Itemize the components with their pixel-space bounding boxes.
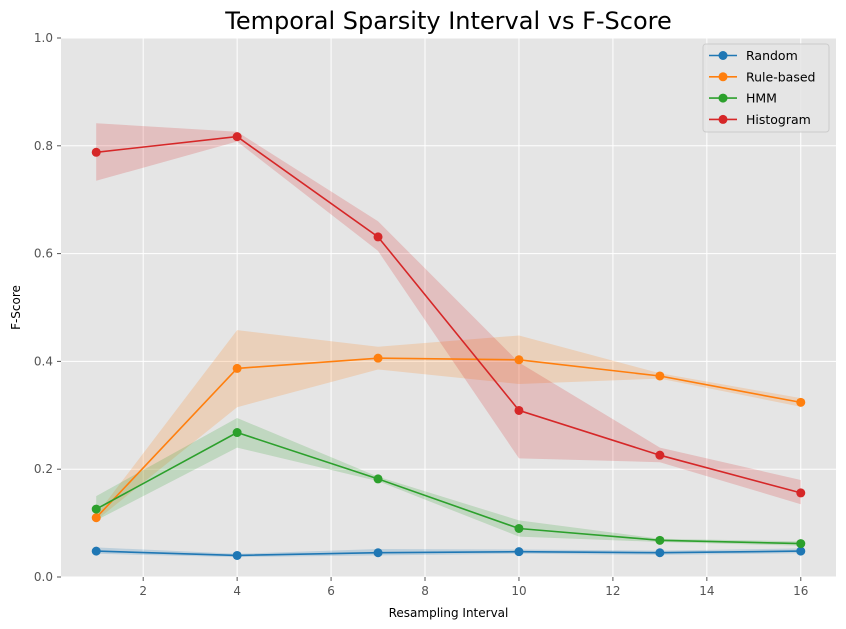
- x-tick-label: 6: [327, 584, 335, 598]
- y-axis-label: F-Score: [9, 285, 23, 330]
- hmm-point: [232, 428, 242, 438]
- x-tick-label: 4: [233, 584, 241, 598]
- random-point: [514, 547, 524, 557]
- legend: Random Rule-based HMM Histogram: [702, 43, 830, 133]
- random-point: [655, 548, 665, 558]
- legend-box: [702, 43, 830, 133]
- random-line: [96, 550, 801, 557]
- hmm-point: [514, 523, 524, 533]
- histogram-point: [232, 132, 242, 142]
- rule-based-point: [655, 371, 665, 381]
- rule-based-point: [91, 513, 101, 523]
- histogram-line: [96, 135, 802, 494]
- series-points: [91, 132, 806, 560]
- y-tick-label: 1.0: [34, 31, 53, 45]
- hmm-legend-marker: [718, 93, 728, 103]
- rule-based-band: [96, 330, 801, 521]
- series-lines: [95, 135, 802, 557]
- rule-based-line: [95, 357, 801, 519]
- x-tick-label: 2: [139, 584, 147, 598]
- random-point: [232, 550, 242, 560]
- random-legend-marker: [718, 51, 728, 60]
- x-tick-label: 12: [605, 584, 620, 598]
- rule-based-point: [373, 353, 383, 363]
- chart-title: Temporal Sparsity Interval vs F-Score: [224, 7, 672, 35]
- histogram-band: [96, 123, 801, 505]
- histogram-point: [796, 488, 806, 498]
- histogram-point: [91, 147, 101, 157]
- y-tick-label: 0.0: [34, 570, 53, 584]
- hmm-point: [373, 474, 383, 484]
- histogram-legend-marker: [718, 114, 728, 124]
- random-legend-label: Random: [746, 48, 798, 63]
- x-tick-label: 16: [793, 584, 808, 598]
- histogram-point: [655, 450, 665, 460]
- y-tick-label: 0.8: [34, 139, 53, 153]
- rule-based-point: [796, 397, 806, 407]
- x-axis-label: Resampling Interval: [389, 606, 509, 620]
- grid: [61, 37, 836, 578]
- hmm-point: [796, 539, 806, 549]
- rule-based-legend-marker: [718, 72, 728, 82]
- rule-based-point: [232, 363, 242, 373]
- x-tick-label: 8: [421, 584, 429, 598]
- rule-based-point: [514, 355, 524, 365]
- x-tick-label: 14: [699, 584, 714, 598]
- random-point: [796, 546, 806, 556]
- x-tick-label: 10: [511, 584, 526, 598]
- histogram-point: [373, 232, 383, 242]
- y-axis-ticks: 0.0 0.2 0.4 0.6 0.8 1.0: [34, 31, 61, 584]
- random-point: [373, 548, 383, 558]
- y-tick-label: 0.4: [34, 354, 53, 368]
- y-tick-label: 0.2: [34, 462, 53, 476]
- hmm-point: [655, 535, 665, 545]
- hmm-legend-label: HMM: [746, 91, 777, 106]
- histogram-legend-label: Histogram: [746, 112, 811, 127]
- random-point: [91, 546, 101, 556]
- hmm-band: [96, 418, 801, 546]
- histogram-point: [514, 405, 524, 415]
- x-axis-ticks: 2 4 6 8 10 12 14 16: [139, 577, 808, 598]
- hmm-line: [95, 431, 801, 545]
- rule-based-legend-label: Rule-based: [746, 69, 815, 84]
- y-tick-label: 0.6: [34, 247, 53, 261]
- hmm-point: [91, 504, 101, 514]
